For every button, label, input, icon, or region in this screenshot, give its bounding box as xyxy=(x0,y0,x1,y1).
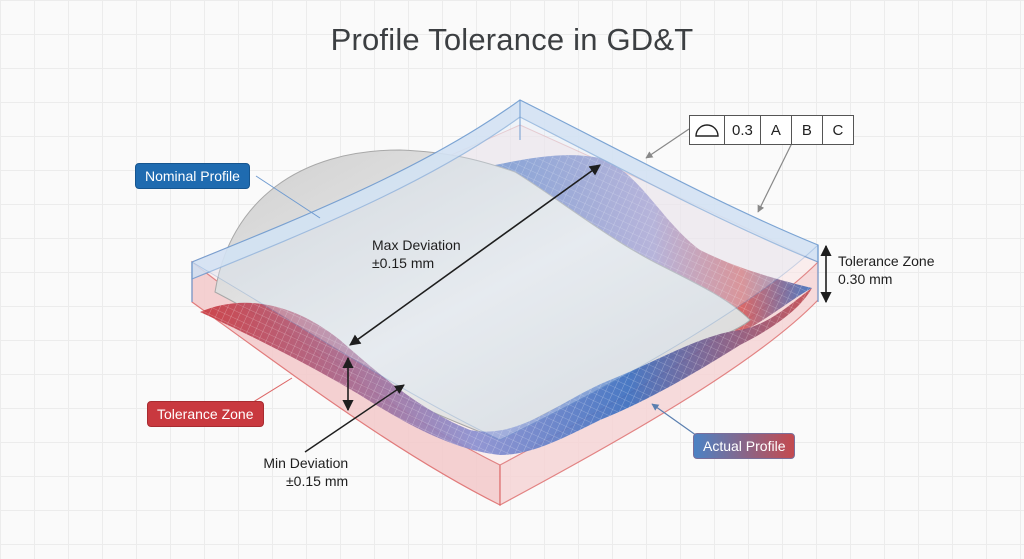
tolerance-zone-tag: Tolerance Zone xyxy=(147,401,264,427)
min-deviation-leader xyxy=(304,384,405,453)
actual-profile-tag: Actual Profile xyxy=(693,433,796,459)
tolerance-zone-upper-boundary xyxy=(190,99,819,441)
min-deviation-label: Min Deviation xyxy=(263,455,349,471)
max-deviation-value: ±0.15 mm xyxy=(372,255,435,271)
fcf-datum-c: C xyxy=(832,121,844,139)
min-deviation-note: Min Deviation ±0.15 mm xyxy=(260,454,348,490)
min-deviation-value: ±0.15 mm xyxy=(286,473,349,489)
fcf-leader-right xyxy=(757,142,793,213)
page-title: Profile Tolerance in GD&T xyxy=(330,22,694,57)
actual-profile-mesh-front xyxy=(200,288,812,455)
actual-profile-leader xyxy=(651,403,701,439)
nominal-profile-tag: Nominal Profile xyxy=(135,163,250,189)
tolerance-zone-dimension-label: Tolerance Zone xyxy=(838,253,935,269)
nominal-profile-leader xyxy=(255,175,321,219)
fcf-tolerance-value: 0.3 xyxy=(725,116,761,144)
max-deviation-arrow xyxy=(349,164,601,346)
tolerance-zone-dimension-value: 0.30 mm xyxy=(838,271,893,287)
max-deviation-note: Max Deviation ±0.15 mm xyxy=(372,236,461,272)
tolerance-zone-dimension-note: Tolerance Zone 0.30 mm xyxy=(838,252,935,288)
max-deviation-label: Max Deviation xyxy=(372,237,461,253)
fcf-leader-left xyxy=(645,128,690,159)
profile-of-surface-icon xyxy=(690,116,725,144)
feature-control-frame: 0.3 A B C xyxy=(689,115,854,145)
fcf-datum-b: B xyxy=(792,116,823,144)
tolerance-zone-leader xyxy=(249,377,293,405)
fcf-datum-a: A xyxy=(761,116,792,144)
